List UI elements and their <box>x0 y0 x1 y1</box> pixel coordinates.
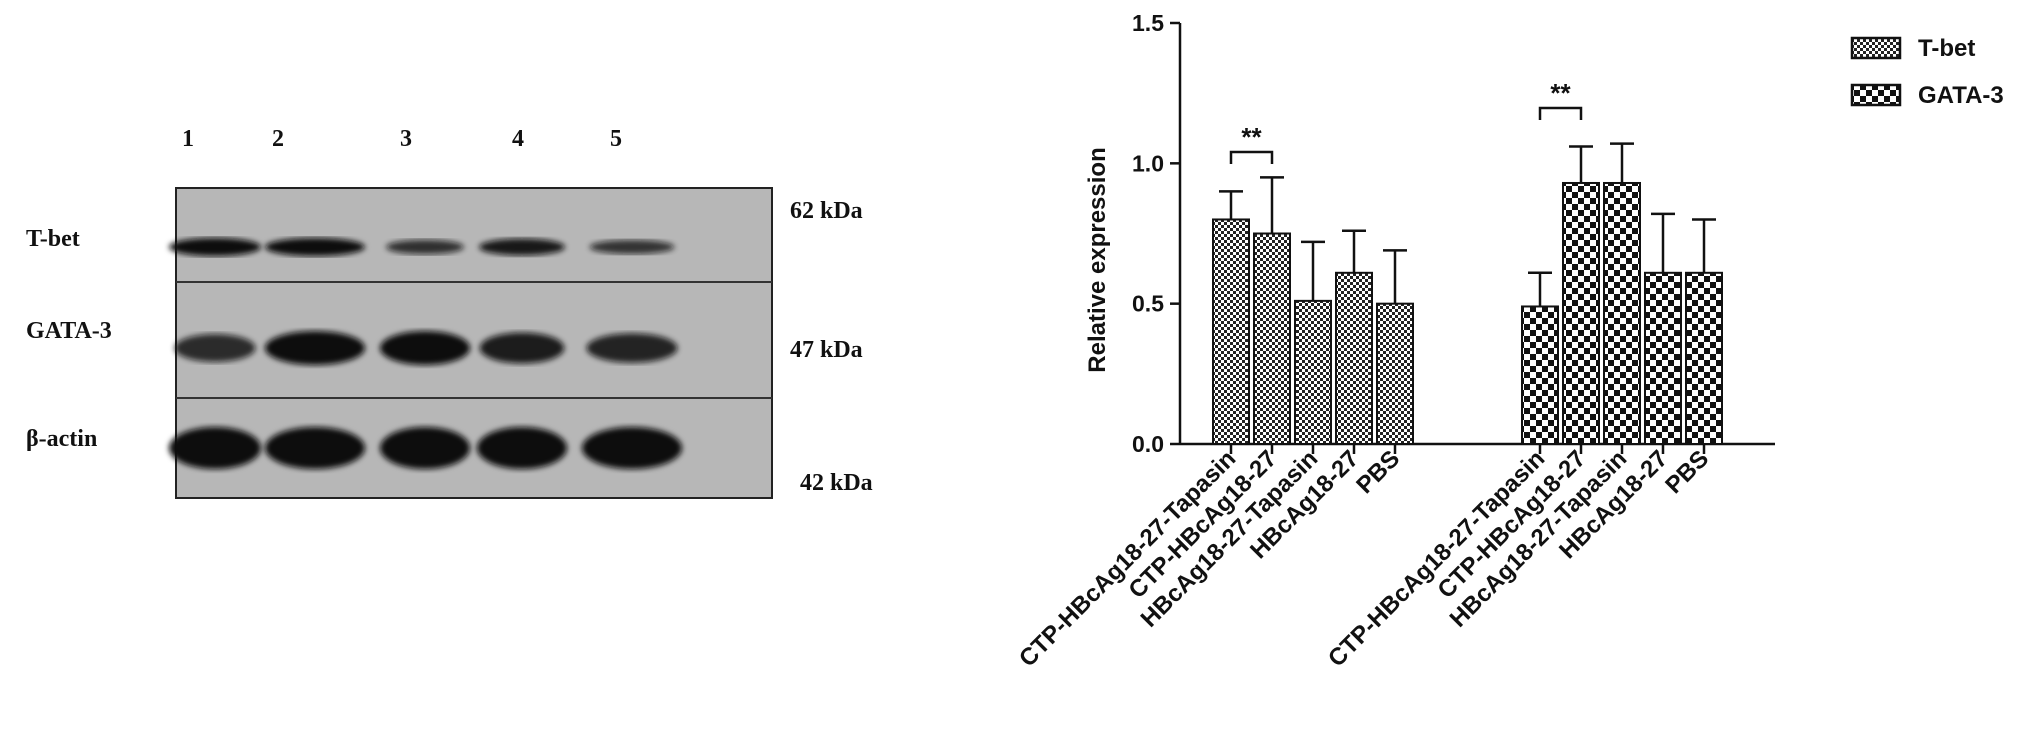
lane-number: 3 <box>400 126 412 152</box>
legend-swatch <box>1850 36 1902 60</box>
blot-band <box>479 238 565 256</box>
kda-label: 42 kDa <box>800 470 873 496</box>
western-blot: 1 2 3 4 5 T-bet 62 kDa GATA-3 47 kDa β-actin 42 k… <box>26 126 873 499</box>
chart-legend: T-bet GATA-3 <box>1850 35 2004 109</box>
bar <box>1294 299 1332 445</box>
legend-label: GATA-3 <box>1918 82 2004 109</box>
bar <box>1603 181 1641 445</box>
significance-bracket <box>1229 150 1274 164</box>
blot-band <box>589 240 675 254</box>
y-tick-label: 1.0 <box>1132 150 1164 176</box>
blot-band <box>265 238 365 256</box>
blot-band <box>380 331 470 365</box>
x-tick-label: PBS <box>1660 445 1714 499</box>
blot-bands <box>169 238 682 469</box>
blot-band <box>169 238 261 256</box>
blot-row-label: β-actin <box>26 426 97 452</box>
bar <box>1644 271 1682 445</box>
legend-swatch <box>1850 83 1902 107</box>
y-tick-label: 0.5 <box>1132 291 1164 317</box>
legend-label: T-bet <box>1918 35 1975 62</box>
blot-band <box>380 427 470 469</box>
blot-band <box>582 427 682 469</box>
blot-band <box>477 427 567 469</box>
blot-band <box>169 427 261 469</box>
bar <box>1562 181 1600 445</box>
significance-label: ** <box>1550 78 1571 108</box>
blot-band <box>265 427 365 469</box>
bar <box>1212 218 1250 445</box>
lane-number: 4 <box>512 126 524 152</box>
blot-band <box>479 332 565 364</box>
significance-markers: ** ** <box>1229 78 1583 164</box>
bar <box>1253 232 1291 445</box>
kda-label: 62 kDa <box>790 198 863 224</box>
lane-labels: 1 2 3 4 5 <box>182 126 622 152</box>
lane-number: 1 <box>182 126 194 152</box>
blot-row-label: T-bet <box>26 226 80 252</box>
lane-number: 5 <box>610 126 622 152</box>
bar <box>1521 305 1559 445</box>
significance-label: ** <box>1241 122 1262 152</box>
blot-band <box>265 331 365 365</box>
blot-membrane <box>175 187 773 499</box>
blot-row-labels: T-bet 62 kDa GATA-3 47 kDa β-actin 42 kDa <box>26 198 873 496</box>
blot-band <box>174 334 256 362</box>
blot-row-label: GATA-3 <box>26 318 112 344</box>
bar <box>1335 271 1373 445</box>
blot-band <box>386 239 464 255</box>
blot-band <box>586 333 678 363</box>
kda-label: 47 kDa <box>790 337 863 363</box>
y-tick-label: 1.5 <box>1132 10 1164 36</box>
x-tick-label: PBS <box>1351 445 1405 499</box>
significance-bracket <box>1538 106 1583 120</box>
bar <box>1685 271 1723 445</box>
x-tick-labels: CTP-HBcAg18-27-TapasinCTP-HBcAg18-27HBcA… <box>1014 445 1714 672</box>
y-axis-label: Relative expression <box>1084 147 1111 372</box>
chart-bars <box>1212 142 1723 454</box>
bar <box>1376 302 1414 445</box>
lane-number: 2 <box>272 126 284 152</box>
y-tick-label: 0.0 <box>1132 431 1164 457</box>
bar-chart: 0.0 0.5 1.0 1.5 ** ** CTP-HBcAg18-27-Tapasin… <box>1014 10 2004 672</box>
